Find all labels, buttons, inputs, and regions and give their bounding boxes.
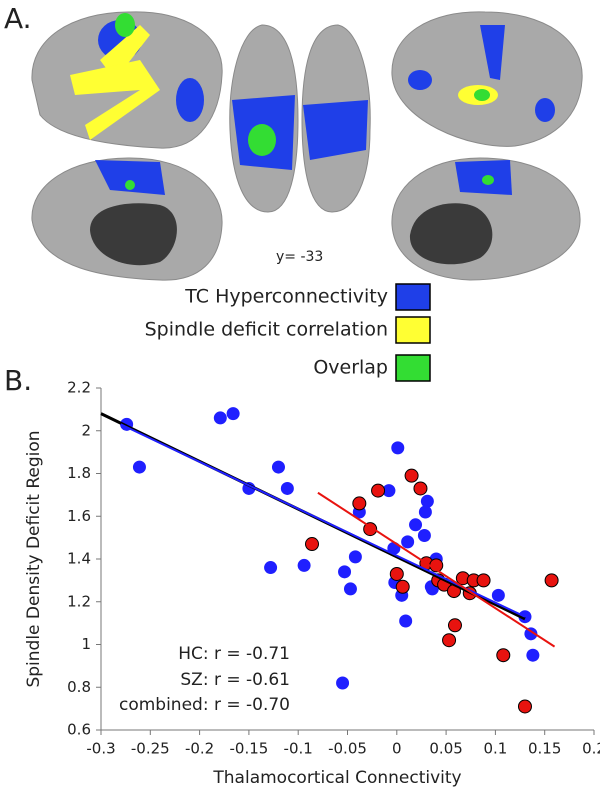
y-tick-label: 1.4 [67,550,91,568]
legend-swatch [395,316,431,344]
point [476,573,491,588]
brain-right-lateral [391,11,583,147]
point [336,676,350,690]
x-tick-label: 0 [392,740,402,758]
x-tick-label: -0.1 [284,740,313,758]
blob [176,78,204,122]
blob [303,100,368,160]
point [447,618,462,633]
x-tick-label: -0.3 [86,740,115,758]
point [389,566,404,581]
annotation: SZ: r = -0.61 [180,670,290,690]
point [404,468,419,483]
legend-label: TC Hyperconnectivity [184,286,388,308]
blob [474,89,490,101]
x-tick-label: 0.05 [429,740,462,758]
legend: TC Hyperconnectivity Spindle deficit corr… [145,283,431,382]
point [399,614,413,628]
point [491,588,505,602]
x-tick-label: -0.15 [229,740,268,758]
blob [70,60,160,140]
point [343,582,357,596]
brain-images [31,11,583,281]
point [271,460,285,474]
blob [408,70,432,90]
y-tick-label: 0.6 [67,721,91,739]
point [524,627,538,641]
x-tick-label: 0.2 [582,740,600,758]
point [413,481,428,496]
point [442,633,457,648]
y-tick-label: 0.8 [67,678,91,696]
point [280,481,294,495]
scatter-plot: B. 0.6 0.8 1 1.2 1.4 1.6 1.8 2 2.2 -0.3 -0.25 -0.2 -0… [4,364,600,788]
point [382,484,396,498]
blob [248,124,276,156]
y-tick-label: 1.2 [67,592,91,610]
x-tick-label: 0.15 [528,740,561,758]
point [348,550,362,564]
point [226,407,240,421]
legend-swatch [395,354,431,382]
regression-line [317,491,556,648]
point [517,699,532,714]
x-tick-label: -0.25 [131,740,170,758]
y-tick-label: 1.6 [67,507,91,525]
legend-swatch [395,283,431,311]
point [496,648,511,663]
x-tick-label: -0.05 [328,740,367,758]
y-tick-label: 2.2 [67,379,91,397]
medial-wall [409,203,493,265]
point [391,441,405,455]
legend-label: Overlap [313,357,388,379]
point [132,460,146,474]
point [417,528,431,542]
blob [535,98,555,122]
blob [95,160,165,195]
slice-label: y= -33 [276,249,323,265]
point [544,573,559,588]
y-axis-label: Spindle Density Deficit Region [24,430,44,687]
point [338,565,352,579]
annotation: HC: r = -0.71 [178,644,290,664]
blob [482,175,494,185]
blob [480,25,505,80]
panel-label: A. [4,2,32,35]
medial-wall [90,203,177,266]
legend-label: Spindle deficit correlation [145,319,388,341]
point [213,411,227,425]
point [418,505,432,519]
y-tick-label: 1 [81,635,91,653]
point [409,518,423,532]
blob [125,180,135,190]
x-axis-label: Thalamocortical Connectivity [212,768,461,788]
x-tick-label: -0.2 [185,740,214,758]
point [371,483,386,498]
point [401,535,415,549]
point [420,494,434,508]
point [297,558,311,572]
point [264,561,278,575]
annotation: combined: r = -0.70 [119,695,290,715]
x-tick-label: 0.1 [483,740,507,758]
panel-label: B. [4,364,32,397]
point [305,537,320,552]
point [363,522,378,537]
y-tick-label: 1.8 [67,464,91,482]
y-tick-label: 2 [81,421,91,439]
point [395,579,410,594]
blob [115,13,135,37]
point [352,496,367,511]
point [526,648,540,662]
